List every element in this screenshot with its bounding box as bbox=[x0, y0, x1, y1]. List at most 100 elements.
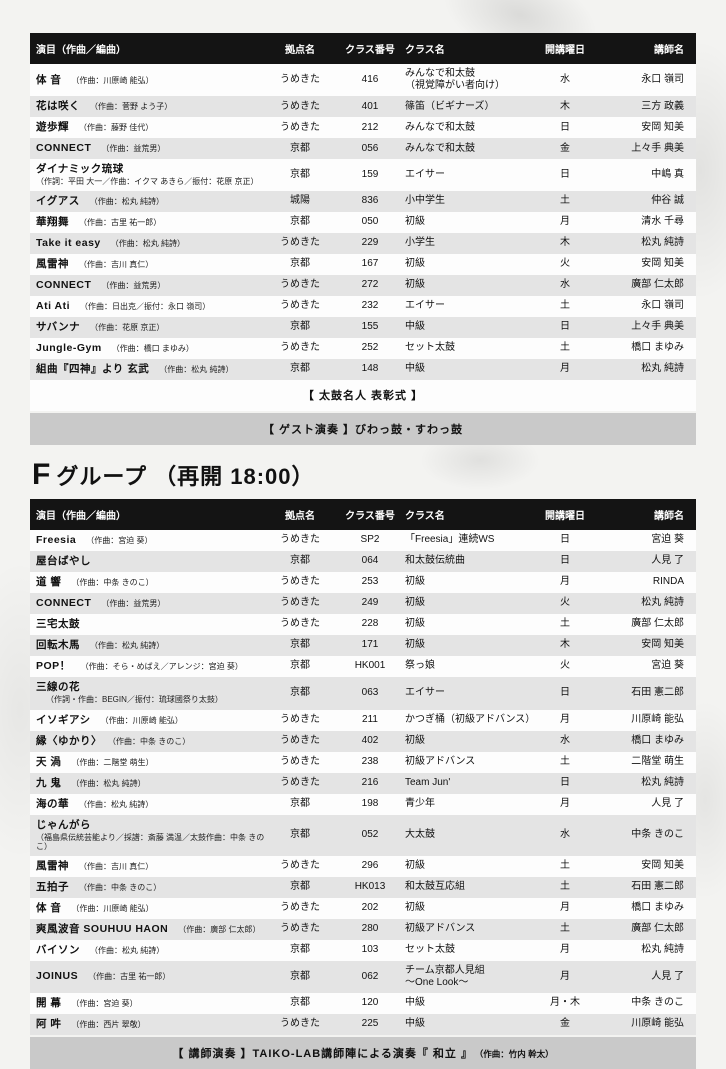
song-cell: じゃんがら （福島県伝統芸能より／採譜：斎藤 満温／太鼓作曲：中条 きのこ） bbox=[30, 815, 265, 856]
song-cell: 風雷神 （作曲：吉川 真仁） bbox=[30, 856, 265, 877]
station-cell: 京都 bbox=[290, 321, 310, 333]
song-credit-note: （作曲：橋口 まゆみ） bbox=[111, 343, 194, 353]
day-cell: 水 bbox=[560, 74, 570, 85]
song-credit-note: （作曲：松丸 純詩） bbox=[110, 238, 185, 248]
day-cell: 月 bbox=[560, 944, 570, 956]
teacher-cell: 二階堂 萌生 bbox=[631, 756, 684, 768]
day-cell: 木 bbox=[560, 639, 570, 651]
day-cell: 金 bbox=[560, 142, 570, 154]
station-cell: うめきた bbox=[280, 756, 320, 768]
station-cell: 京都 bbox=[290, 142, 310, 154]
song-credit-note: （作詞・作曲：BEGIN／振付：琉球國祭り太鼓） bbox=[46, 694, 223, 704]
station-cell: うめきた bbox=[280, 777, 320, 789]
song-credit-note: （作曲：藤野 佳代） bbox=[79, 123, 154, 132]
day-cell: 日 bbox=[560, 777, 570, 789]
day-cell: 月 bbox=[560, 902, 570, 914]
class-name-cell: 大太鼓 bbox=[405, 815, 535, 856]
song-title: 体 音 bbox=[36, 901, 62, 914]
program-row: CONNECT （作曲：益荒男） うめきた 272 初級 水 廣部 仁太郎 bbox=[30, 274, 696, 296]
song-cell: イグアス （作曲：松丸 純詩） bbox=[30, 191, 265, 212]
day-cell: 土 bbox=[560, 756, 570, 768]
program-row: CONNECT （作曲：益荒男） 京都 056 みんなで和太鼓 金 上々手 典美 bbox=[30, 138, 696, 159]
class-number-cell: HK013 bbox=[354, 881, 386, 893]
song-title: POP！ bbox=[36, 659, 71, 672]
station-cell: うめきた bbox=[280, 860, 320, 872]
song-cell: 阿 吽（作曲：西片 翠敬） bbox=[30, 1014, 265, 1035]
class-name-cell: チーム京都人見組 ～One Look～ bbox=[405, 961, 535, 993]
class-name-cell: 中級 bbox=[405, 1014, 535, 1035]
song-cell: 三宅太鼓 bbox=[30, 614, 265, 635]
song-cell: 天 渦 （作曲：二階堂 萌生） bbox=[30, 752, 265, 773]
day-cell: 月 bbox=[560, 576, 570, 588]
program-row: 遊歩輝 （作曲：藤野 佳代） うめきた 212 みんなで和太鼓 日 安岡 知美 bbox=[30, 117, 696, 138]
class-number-cell: 056 bbox=[361, 142, 379, 154]
class-number-cell: 836 bbox=[361, 195, 379, 207]
song-credit-note: （作曲：二階堂 萌生） bbox=[71, 757, 154, 767]
column-header-class-number: クラス番号 bbox=[335, 498, 405, 530]
teacher-cell: 安岡 知美 bbox=[641, 258, 684, 270]
class-name: エイサー bbox=[405, 300, 445, 312]
program-row: 九 鬼 （作曲：松丸 純詩） うめきた 216 Team Jun' 日 松丸 純詩 bbox=[30, 772, 696, 794]
group-letter: F bbox=[32, 457, 51, 491]
station-cell: うめきた bbox=[280, 576, 320, 588]
class-name-cell: Team Jun' bbox=[405, 773, 535, 794]
program-row: イソギアシ （作曲：川原崎 能弘） うめきた 211 かつぎ桶（初級アドバンス） … bbox=[30, 709, 696, 731]
program-row: 回転木馬 （作曲：松丸 純詩） 京都 171 初級 木 安岡 知美 bbox=[30, 634, 696, 656]
class-number-cell: 229 bbox=[361, 237, 379, 249]
song-title: 回転木馬 bbox=[36, 638, 80, 651]
station-cell: うめきた bbox=[280, 100, 320, 112]
teacher-cell: 中嶋 真 bbox=[651, 168, 684, 180]
day-cell: 土 bbox=[560, 860, 570, 872]
column-header-teacher: 講師名 bbox=[595, 33, 696, 64]
song-credit-note: （作曲：松丸 純詩） bbox=[79, 799, 154, 809]
class-number-cell: 252 bbox=[361, 342, 379, 354]
station-cell: うめきた bbox=[280, 1018, 320, 1030]
program-row: 開 幕 （作曲：宮迫 葵） 京都 120 中級 月・木 中条 きのこ bbox=[30, 992, 696, 1014]
song-cell: 風雷神 （作曲：吉川 真仁） bbox=[30, 254, 265, 275]
day-cell: 水 bbox=[560, 829, 570, 841]
program-row: 天 渦 （作曲：二階堂 萌生） うめきた 238 初級アドバンス 土 二階堂 萌生 bbox=[30, 751, 696, 773]
song-credit-note: （作曲：川原崎 能弘） bbox=[71, 903, 154, 913]
song-cell: バイソン （作曲：松丸 純詩） bbox=[30, 940, 265, 961]
class-name: 大太鼓 bbox=[405, 829, 435, 841]
song-credit-note: （作曲：川原崎 能弘） bbox=[100, 715, 183, 725]
class-number-cell: 120 bbox=[361, 997, 379, 1009]
station-cell: うめきた bbox=[280, 618, 320, 630]
group-e-section: 演目（作曲／編曲） 拠点名 クラス番号 クラス名 開講曜日 講師名 体 音 （作曲… bbox=[30, 33, 696, 445]
song-title: Jungle-Gym bbox=[36, 341, 102, 354]
class-number-cell: 216 bbox=[361, 777, 379, 789]
teacher-cell: 松丸 純詩 bbox=[641, 597, 684, 609]
station-cell: うめきた bbox=[280, 735, 320, 747]
class-number-cell: 225 bbox=[361, 1018, 379, 1030]
class-name-cell: セット太鼓 bbox=[405, 338, 535, 359]
program-row: 組曲『四神』より 玄武 （作曲：松丸 純詩） 京都 148 中級 月 松丸 純詩 bbox=[30, 358, 696, 380]
song-title: バイソン bbox=[36, 943, 80, 956]
class-number-cell: 171 bbox=[361, 639, 379, 651]
station-cell: 京都 bbox=[290, 687, 310, 699]
day-cell: 月 bbox=[560, 970, 570, 982]
class-name: セット太鼓 bbox=[405, 342, 455, 354]
song-cell: CONNECT （作曲：益荒男） bbox=[30, 138, 265, 159]
class-name: 初級 bbox=[405, 735, 425, 747]
program-row: 五拍子 （作曲：中条 きのこ） 京都 HK013 和太鼓互応組 土 石田 憲二郎 bbox=[30, 876, 696, 898]
class-name: 中級 bbox=[405, 321, 425, 333]
class-name: 青少年 bbox=[405, 798, 435, 810]
class-name: 初級 bbox=[405, 597, 425, 609]
song-title: 九 鬼 bbox=[36, 776, 62, 789]
class-number-cell: 202 bbox=[361, 902, 379, 914]
teacher-cell: 安岡 知美 bbox=[641, 121, 684, 133]
group-f-heading: F グループ （再開 18:00） bbox=[32, 459, 696, 491]
song-title: 縁〈ゆかり〉 bbox=[36, 734, 102, 747]
song-credit-note: （作曲：そら・めばえ／アレンジ：宮迫 葵） bbox=[80, 661, 243, 671]
program-row: Jungle-Gym （作曲：橋口 まゆみ） うめきた 252 セット太鼓 土 橋… bbox=[30, 337, 696, 359]
day-cell: 火 bbox=[560, 660, 570, 672]
class-number-cell: 228 bbox=[361, 618, 379, 630]
teacher-cell: 三方 政義 bbox=[641, 100, 684, 112]
song-cell: Jungle-Gym （作曲：橋口 まゆみ） bbox=[30, 338, 265, 359]
class-name-cell: 中級 bbox=[405, 359, 535, 380]
song-credit-note: （作曲：古里 祐一郎） bbox=[88, 972, 171, 982]
song-cell: 五拍子 （作曲：中条 きのこ） bbox=[30, 877, 265, 898]
group-heading-text: グループ （再開 18:00） bbox=[56, 463, 315, 489]
class-name: みんなで和太鼓 bbox=[405, 142, 475, 154]
song-credit-note: （作曲：益荒男） bbox=[101, 598, 166, 608]
